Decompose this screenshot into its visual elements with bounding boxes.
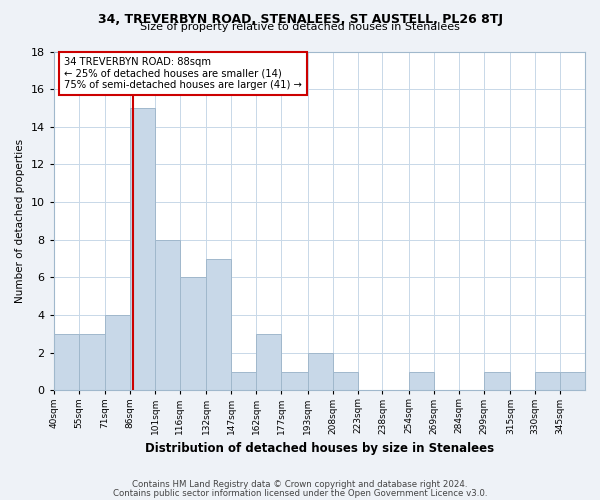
Bar bbox=[180, 278, 206, 390]
X-axis label: Distribution of detached houses by size in Stenalees: Distribution of detached houses by size … bbox=[145, 442, 494, 455]
Bar bbox=[232, 372, 256, 390]
Bar bbox=[560, 372, 585, 390]
Text: 34, TREVERBYN ROAD, STENALEES, ST AUSTELL, PL26 8TJ: 34, TREVERBYN ROAD, STENALEES, ST AUSTEL… bbox=[97, 12, 503, 26]
Bar bbox=[79, 334, 105, 390]
Text: Contains public sector information licensed under the Open Government Licence v3: Contains public sector information licen… bbox=[113, 488, 487, 498]
Text: 34 TREVERBYN ROAD: 88sqm
← 25% of detached houses are smaller (14)
75% of semi-d: 34 TREVERBYN ROAD: 88sqm ← 25% of detach… bbox=[64, 56, 302, 90]
Text: Size of property relative to detached houses in Stenalees: Size of property relative to detached ho… bbox=[140, 22, 460, 32]
Bar bbox=[256, 334, 281, 390]
Bar bbox=[332, 372, 358, 390]
Bar bbox=[535, 372, 560, 390]
Bar bbox=[281, 372, 308, 390]
Bar bbox=[155, 240, 180, 390]
Bar bbox=[105, 315, 130, 390]
Bar bbox=[54, 334, 79, 390]
Y-axis label: Number of detached properties: Number of detached properties bbox=[15, 139, 25, 303]
Bar bbox=[206, 258, 232, 390]
Bar bbox=[484, 372, 510, 390]
Bar bbox=[409, 372, 434, 390]
Bar bbox=[130, 108, 155, 391]
Text: Contains HM Land Registry data © Crown copyright and database right 2024.: Contains HM Land Registry data © Crown c… bbox=[132, 480, 468, 489]
Bar bbox=[308, 352, 332, 391]
